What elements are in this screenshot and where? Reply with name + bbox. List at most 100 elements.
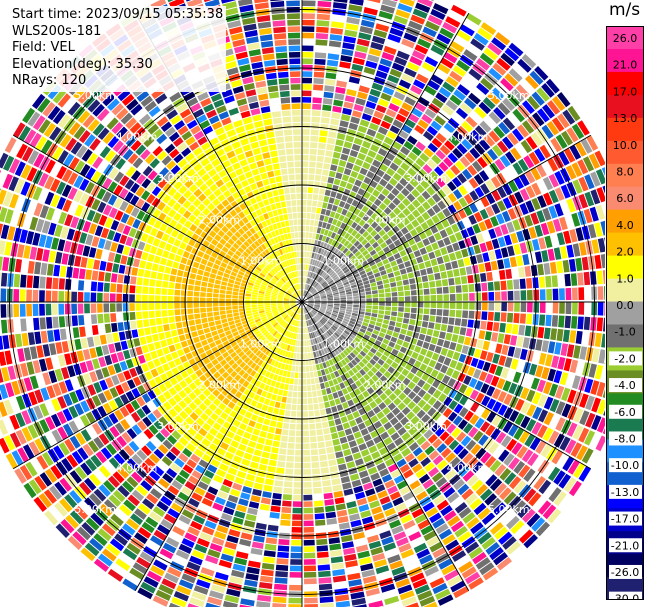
range-gate — [384, 310, 391, 316]
range-gate — [200, 286, 207, 292]
range-gate — [341, 48, 354, 57]
range-gate — [494, 312, 501, 322]
range-gate — [290, 332, 294, 339]
range-gate — [393, 91, 406, 101]
range-gate — [85, 167, 96, 180]
range-gate — [454, 318, 462, 326]
range-gate — [297, 308, 300, 314]
range-gate — [281, 329, 286, 335]
range-gate — [0, 384, 9, 400]
range-gate — [220, 484, 231, 494]
range-gate — [282, 429, 289, 436]
range-gate — [325, 440, 333, 448]
range-gate — [121, 431, 132, 444]
range-gate — [184, 376, 193, 385]
range-gate — [40, 330, 48, 344]
range-gate — [183, 386, 192, 395]
range-gate — [307, 200, 312, 206]
range-gate — [315, 260, 320, 267]
range-gate — [235, 322, 242, 327]
range-gate — [510, 335, 518, 346]
range-gate — [582, 156, 595, 172]
range-gate — [59, 265, 67, 278]
range-gate — [330, 164, 338, 172]
range-gate — [170, 329, 178, 337]
range-gate — [342, 482, 352, 490]
range-gate — [42, 372, 52, 386]
range-gate — [391, 306, 398, 312]
range-gate — [380, 416, 389, 425]
range-gate — [379, 366, 387, 374]
range-gate — [478, 139, 491, 151]
range-gate — [238, 341, 245, 347]
range-gate — [349, 405, 358, 413]
range-gate — [187, 302, 193, 308]
range-gate — [253, 408, 261, 416]
range-gate — [345, 182, 354, 190]
range-gate — [203, 379, 212, 388]
range-gate — [325, 312, 331, 316]
range-gate — [317, 240, 322, 247]
range-gate — [328, 329, 334, 335]
range-gate — [548, 430, 560, 445]
range-gate — [112, 332, 120, 342]
range-gate — [399, 346, 407, 354]
range-gate — [425, 507, 439, 518]
range-gate — [507, 302, 514, 312]
range-gate — [442, 21, 458, 34]
range-gate — [337, 235, 344, 243]
range-gate — [361, 205, 369, 213]
range-gate — [80, 547, 96, 562]
range-gate — [226, 430, 235, 439]
range-gate — [289, 325, 293, 332]
range-gate — [346, 434, 355, 442]
range-gate — [284, 384, 289, 391]
range-gate — [360, 428, 369, 436]
range-gate — [208, 321, 215, 327]
range-gate — [390, 432, 400, 441]
range-gate — [528, 492, 542, 507]
range-gate — [253, 394, 261, 402]
range-gate — [270, 304, 277, 307]
range-gate — [335, 594, 350, 602]
range-gate — [126, 476, 139, 488]
range-gate — [325, 251, 331, 258]
range-gate — [433, 494, 446, 506]
range-gate — [297, 346, 300, 353]
range-gate — [232, 253, 240, 260]
range-gate — [310, 265, 314, 272]
range-gate — [207, 393, 216, 402]
range-gate — [565, 287, 572, 301]
range-gate — [320, 117, 330, 124]
range-gate — [378, 229, 386, 237]
range-gate — [310, 287, 315, 293]
range-gate — [324, 339, 330, 346]
range-gate — [432, 411, 442, 421]
range-gate — [252, 289, 259, 293]
range-gate — [226, 588, 241, 597]
range-gate — [33, 405, 44, 420]
range-gate — [431, 472, 444, 483]
range-gate — [269, 281, 275, 286]
range-gate — [56, 165, 67, 180]
range-gate — [488, 250, 496, 261]
range-gate — [531, 517, 546, 532]
range-gate — [571, 287, 578, 300]
range-gate — [275, 428, 282, 435]
range-gate — [309, 371, 314, 378]
range-gate — [263, 484, 273, 492]
range-gate — [484, 455, 497, 468]
range-gate — [367, 494, 378, 503]
range-gate — [90, 292, 97, 302]
range-gate — [447, 492, 460, 504]
range-gate — [296, 353, 300, 359]
range-gate — [224, 451, 234, 460]
range-gate — [311, 310, 317, 315]
range-gate — [470, 235, 479, 246]
range-gate — [432, 204, 441, 214]
range-gate — [351, 312, 358, 317]
range-gate — [39, 403, 50, 417]
range-gate — [250, 399, 258, 407]
range-gate — [279, 290, 285, 295]
range-gate — [381, 323, 389, 329]
